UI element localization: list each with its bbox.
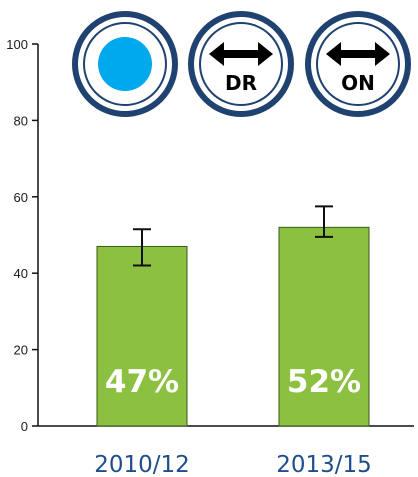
y-tick-label: 40 — [14, 266, 28, 281]
bar — [96, 245, 188, 427]
category-label: 2013/15 — [276, 452, 372, 477]
icon-text-dr: DR — [225, 71, 257, 95]
category-labels: 2010/12 2013/15 — [94, 452, 372, 477]
y-ticks: 0 20 40 60 80 100 — [6, 37, 38, 434]
bar-data-labels: 47% 52% — [105, 364, 361, 400]
y-tick-label: 100 — [6, 37, 28, 52]
y-tick-label: 20 — [14, 343, 28, 358]
circle-dot-icon — [72, 11, 178, 117]
category-label: 2010/12 — [94, 452, 190, 477]
bar-data-label: 52% — [287, 364, 361, 400]
bars — [96, 226, 370, 427]
bar — [278, 226, 370, 427]
icon-text-on: ON — [341, 71, 375, 95]
double-arrow-icon: DR — [188, 11, 294, 117]
bar-data-label: 47% — [105, 364, 179, 400]
y-tick-label: 60 — [14, 190, 28, 205]
double-arrow-icon: ON — [305, 11, 411, 117]
y-tick-label: 80 — [14, 113, 28, 128]
y-tick-label: 0 — [21, 419, 28, 434]
error-bars — [133, 205, 333, 267]
